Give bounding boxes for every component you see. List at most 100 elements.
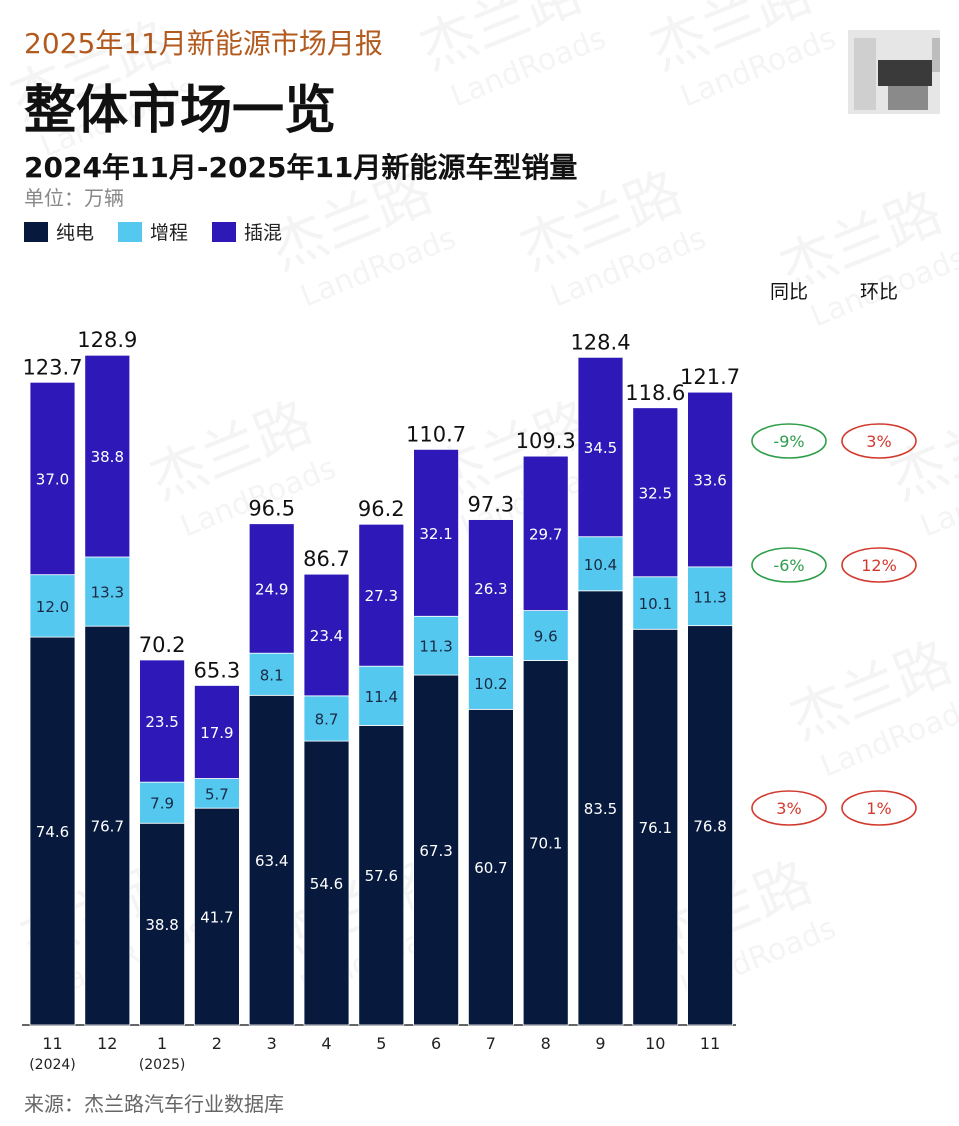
bar-total-label: 123.7 — [22, 355, 82, 379]
data-label-erev: 13.3 — [91, 584, 124, 602]
yoy-pill — [751, 423, 827, 459]
bar-segment-bev — [29, 636, 76, 1026]
data-label-phev: 32.1 — [419, 525, 452, 543]
data-label-erev: 10.4 — [584, 556, 617, 574]
x-tick-label: 6 — [431, 1034, 441, 1053]
bar-segment-phev — [29, 381, 76, 576]
x-tick-sublabel: (2025) — [139, 1057, 186, 1073]
watermark: 杰兰路LandRoads — [881, 390, 959, 545]
mom-pill — [841, 547, 917, 583]
yoy-value: -9% — [773, 432, 804, 451]
bar-segment-bev — [413, 674, 460, 1026]
data-label-bev: 83.5 — [584, 800, 617, 818]
x-tick-label: 11 — [42, 1034, 62, 1053]
bar-segment-phev — [358, 523, 405, 667]
bar-segment-erev — [467, 655, 514, 710]
watermark: 杰兰路LandRoads — [781, 630, 959, 785]
bar-segment-bev — [193, 807, 240, 1026]
x-tick-label: 1 — [157, 1034, 167, 1053]
data-label-phev: 24.9 — [255, 580, 288, 598]
bar-segment-erev — [193, 778, 240, 809]
data-label-erev: 10.1 — [639, 595, 672, 613]
bar-segment-phev — [139, 659, 186, 783]
data-label-bev: 67.3 — [419, 842, 452, 860]
legend-item-phev: 插混 — [212, 218, 282, 245]
bar-segment-bev — [632, 628, 679, 1026]
x-tick-label: 8 — [541, 1034, 551, 1053]
bar-segment-bev — [248, 694, 295, 1026]
x-tick-sublabel: (2024) — [29, 1057, 76, 1073]
bar-segment-erev — [84, 556, 131, 627]
page-title: 整体市场一览 — [24, 81, 337, 141]
x-tick-label: 12 — [97, 1034, 117, 1053]
watermark: 杰兰路LandRoads — [511, 160, 711, 315]
bar-segment-erev — [29, 574, 76, 638]
data-label-bev: 38.8 — [145, 916, 178, 934]
x-tick-label: 9 — [595, 1034, 605, 1053]
data-label-phev: 37.0 — [36, 470, 69, 488]
chart-title: 2024年11月-2025年11月新能源车型销量 — [24, 151, 578, 184]
data-label-bev: 63.4 — [255, 852, 288, 870]
bar-total-label: 65.3 — [194, 658, 241, 682]
yoy-value: -6% — [773, 556, 804, 575]
bar-total-label: 109.3 — [516, 429, 576, 453]
legend-item-bev: 纯电 — [24, 218, 94, 245]
bar-segment-phev — [303, 573, 350, 697]
bar-total-label: 118.6 — [625, 381, 685, 405]
legend-label-phev: 插混 — [244, 222, 283, 244]
bar-segment-erev — [577, 536, 624, 592]
data-label-bev: 74.6 — [36, 823, 69, 841]
data-label-phev: 23.4 — [310, 627, 343, 645]
yoy-header: 同比 — [770, 281, 808, 303]
bar-segment-phev — [687, 391, 733, 568]
data-label-erev: 8.1 — [260, 666, 284, 684]
svg-text:杰兰路: 杰兰路 — [881, 390, 959, 513]
data-label-erev: 9.6 — [534, 628, 558, 646]
x-tick-label: 4 — [321, 1034, 331, 1053]
data-label-bev: 54.6 — [310, 875, 343, 893]
data-label-erev: 11.3 — [419, 638, 452, 656]
legend-label-erev: 增程 — [150, 222, 189, 244]
mom-value: 1% — [866, 799, 891, 818]
data-label-bev: 76.1 — [639, 819, 672, 837]
bar-segment-phev — [248, 523, 295, 654]
bar-segment-erev — [413, 615, 460, 676]
bar-segment-bev — [84, 625, 131, 1026]
bar-total-label: 121.7 — [680, 365, 740, 389]
data-label-erev: 5.7 — [205, 785, 229, 803]
bar-total-label: 70.2 — [139, 633, 186, 657]
yoy-pill — [751, 790, 827, 826]
data-label-bev: 57.6 — [365, 867, 398, 885]
watermark: 杰兰路LandRoads — [1, 10, 201, 165]
data-label-phev: 27.3 — [365, 587, 398, 605]
bar-segment-erev — [632, 576, 679, 630]
watermark: 杰兰路LandRoads — [771, 180, 959, 335]
legend-label-bev: 纯电 — [56, 222, 95, 244]
data-label-phev: 23.5 — [145, 713, 178, 731]
data-label-phev: 17.9 — [200, 724, 233, 742]
data-label-phev: 34.5 — [584, 439, 617, 457]
bar-total-label: 86.7 — [303, 547, 350, 571]
data-label-bev: 60.7 — [474, 859, 507, 877]
bar-total-label: 128.4 — [570, 330, 630, 354]
data-label-phev: 38.8 — [91, 448, 124, 466]
chart-legend: 纯电 增程 插混 — [24, 218, 282, 245]
bar-segment-phev — [522, 455, 569, 611]
bar-total-label: 128.9 — [77, 328, 137, 352]
mom-header: 环比 — [860, 281, 898, 303]
x-tick-label: 10 — [645, 1034, 665, 1053]
bar-segment-bev — [139, 822, 186, 1026]
x-tick-label: 3 — [267, 1034, 277, 1053]
bar-segment-bev — [687, 625, 733, 1026]
data-label-bev: 41.7 — [200, 909, 233, 927]
bar-total-label: 96.5 — [248, 497, 295, 521]
data-label-phev: 29.7 — [529, 525, 562, 543]
x-tick-label: 2 — [212, 1034, 222, 1053]
bar-segment-phev — [632, 407, 679, 578]
watermark: 杰兰路LandRoads — [141, 390, 341, 545]
bar-segment-phev — [577, 356, 624, 538]
bar-total-label: 110.7 — [406, 422, 466, 446]
bar-segment-phev — [84, 354, 131, 558]
data-label-erev: 12.0 — [36, 598, 69, 616]
